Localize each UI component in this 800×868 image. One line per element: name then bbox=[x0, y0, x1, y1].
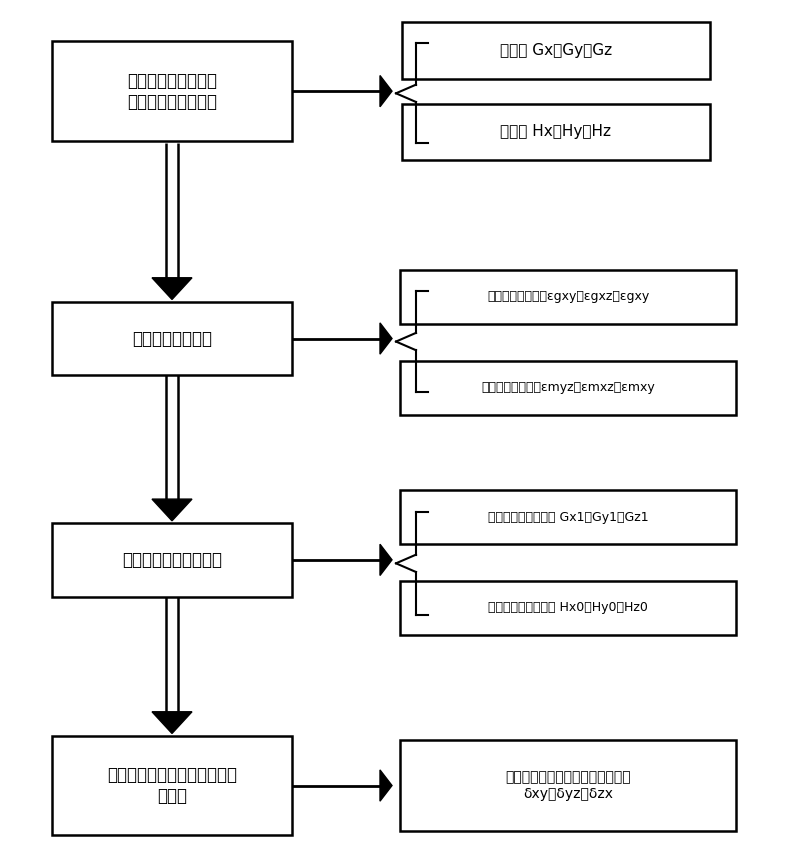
Bar bbox=[400, 270, 736, 324]
Text: 磁力计直角偏差值εmyz、εmxz、εmxy: 磁力计直角偏差值εmyz、εmxz、εmxy bbox=[481, 382, 655, 394]
Polygon shape bbox=[152, 712, 192, 733]
Bar bbox=[402, 103, 710, 160]
Text: 求重磁直角偏差值: 求重磁直角偏差值 bbox=[132, 330, 212, 347]
Bar bbox=[52, 41, 292, 141]
Bar bbox=[400, 490, 736, 544]
Polygon shape bbox=[380, 544, 392, 575]
Text: 重力计直角偏差值εgxy、εgxz、εgxy: 重力计直角偏差值εgxy、εgxz、εgxy bbox=[487, 291, 649, 303]
Text: 磁力计 Hx、Hy、Hz: 磁力计 Hx、Hy、Hz bbox=[501, 124, 611, 140]
Text: 重磁三元件零直角校正: 重磁三元件零直角校正 bbox=[122, 551, 222, 569]
Text: 重力计三元件校正值 Gx1、Gy1、Gz1: 重力计三元件校正值 Gx1、Gy1、Gz1 bbox=[488, 511, 648, 523]
Bar bbox=[52, 736, 292, 835]
Text: 计算重磁坐标系三轴间的平行
偏差值: 计算重磁坐标系三轴间的平行 偏差值 bbox=[107, 766, 237, 805]
Bar bbox=[400, 740, 736, 832]
Polygon shape bbox=[152, 499, 192, 521]
Polygon shape bbox=[380, 770, 392, 801]
Polygon shape bbox=[380, 76, 392, 107]
Text: 重力计 Gx、Gy、Gz: 重力计 Gx、Gy、Gz bbox=[500, 43, 612, 58]
Text: 重磁坐标系三轴之间的平行偏差值
δxy、δyz、δzx: 重磁坐标系三轴之间的平行偏差值 δxy、δyz、δzx bbox=[505, 771, 631, 800]
Bar bbox=[402, 22, 710, 79]
Text: 在均匀磁场内测定重
磁三元件的实际数据: 在均匀磁场内测定重 磁三元件的实际数据 bbox=[127, 72, 217, 110]
Bar bbox=[400, 361, 736, 415]
Polygon shape bbox=[152, 278, 192, 299]
Bar bbox=[52, 523, 292, 597]
Bar bbox=[400, 581, 736, 635]
Text: 磁力计三元件校正值 Hx0、Hy0、Hz0: 磁力计三元件校正值 Hx0、Hy0、Hz0 bbox=[488, 602, 648, 614]
Polygon shape bbox=[380, 323, 392, 354]
Bar bbox=[52, 302, 292, 375]
